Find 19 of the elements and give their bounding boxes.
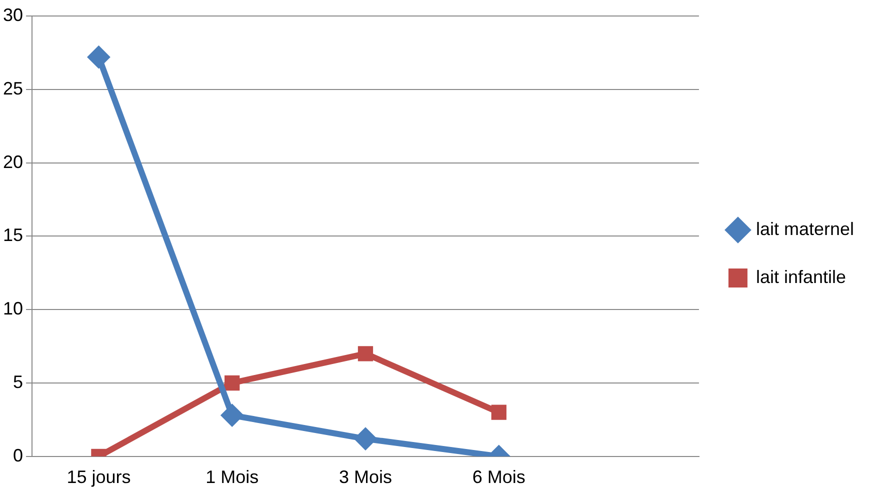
x-tick-label: 1 Mois [206, 467, 259, 488]
x-tick-label: 6 Mois [472, 467, 526, 488]
y-tick-label: 10 [2, 298, 24, 319]
y-tick-label: 15 [2, 225, 24, 246]
point [354, 427, 377, 450]
y-tick-label: 30 [2, 4, 24, 25]
point [358, 346, 374, 362]
y-tick-label: 5 [13, 372, 24, 392]
legend-label: lait maternel [756, 218, 854, 239]
legend-label: lait infantile [756, 266, 846, 287]
point [491, 404, 506, 420]
x-tick-label: 15 jours [66, 467, 131, 488]
y-tick-label: 20 [2, 152, 24, 172]
point [87, 46, 110, 69]
y-tick-label: 25 [2, 78, 24, 98]
x-tick-label: 3 Mois [338, 467, 392, 488]
point [224, 375, 240, 391]
point [220, 404, 244, 427]
y-tick-label: 0 [13, 445, 24, 466]
